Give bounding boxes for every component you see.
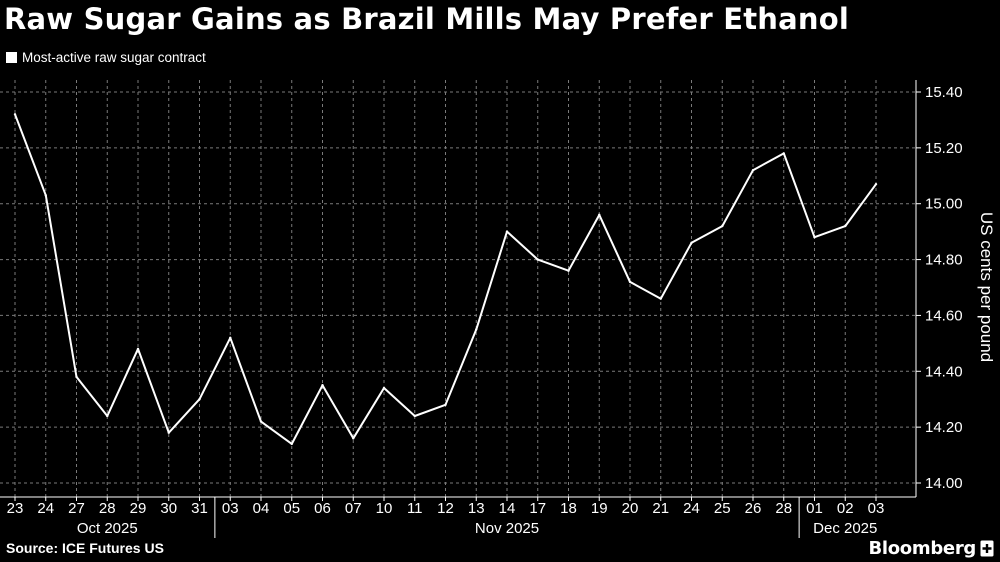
x-tick-label: 12 — [437, 500, 454, 517]
data-point — [475, 328, 478, 331]
data-point — [382, 386, 386, 390]
data-point — [874, 182, 878, 186]
x-tick-label: 27 — [68, 500, 85, 517]
data-point — [321, 384, 324, 387]
data-point — [259, 420, 263, 423]
month-label: Nov 2025 — [475, 520, 539, 537]
x-tick-label: 06 — [314, 500, 331, 517]
x-tick-label: 30 — [160, 500, 177, 517]
data-point — [290, 442, 293, 446]
x-tick-label: 10 — [376, 500, 393, 517]
data-point — [536, 258, 539, 261]
x-tick-label: 02 — [837, 500, 854, 517]
x-tick-label: 26 — [745, 500, 762, 517]
plus-box-icon — [980, 540, 994, 557]
data-point — [598, 213, 601, 217]
data-point — [782, 152, 785, 155]
data-point — [751, 169, 755, 172]
y-tick-label: 14.40 — [925, 363, 963, 380]
data-point — [721, 224, 724, 228]
data-point — [198, 398, 201, 401]
x-tick-label: 21 — [652, 500, 669, 517]
brand: Bloomberg — [868, 538, 994, 559]
x-tick-label: 25 — [714, 500, 731, 517]
data-point — [690, 241, 693, 245]
data-point — [167, 431, 170, 434]
x-tick-label: 28 — [775, 500, 792, 517]
x-tick-label: 28 — [99, 500, 116, 517]
data-point — [44, 194, 47, 197]
y-tick-label: 14.80 — [925, 252, 963, 269]
data-point — [136, 347, 140, 351]
data-point — [505, 230, 509, 233]
data-point — [659, 297, 662, 300]
x-tick-label: 14 — [499, 500, 516, 517]
y-tick-label: 15.40 — [925, 84, 963, 101]
x-tick-label: 13 — [468, 500, 485, 517]
y-tick-label: 15.20 — [925, 140, 963, 157]
x-tick-label: 19 — [591, 500, 608, 517]
x-tick-label: 01 — [806, 500, 823, 517]
y-axis-title: US cents per pound — [977, 212, 996, 362]
data-point — [567, 269, 570, 272]
data-point — [75, 375, 78, 379]
x-tick-label: 03 — [222, 500, 239, 517]
x-tick-label: 24 — [683, 500, 700, 517]
legend-label: Most-active raw sugar contract — [22, 50, 206, 65]
x-tick-label: 29 — [130, 500, 147, 517]
data-point — [628, 280, 632, 284]
x-tick-label: 11 — [407, 500, 423, 517]
month-label: Dec 2025 — [813, 520, 877, 537]
y-tick-label: 15.00 — [925, 196, 963, 213]
x-tick-label: 17 — [529, 500, 546, 517]
x-tick-label: 23 — [7, 500, 24, 517]
source-note: Source: ICE Futures US — [6, 540, 164, 556]
y-tick-label: 14.60 — [925, 307, 963, 324]
x-tick-label: 07 — [345, 500, 362, 517]
data-point — [352, 437, 355, 440]
y-tick-label: 14.00 — [925, 475, 963, 492]
x-tick-label: 20 — [622, 500, 639, 517]
x-tick-label: 31 — [191, 500, 208, 517]
data-point — [844, 224, 847, 228]
x-tick-label: 24 — [37, 500, 54, 517]
data-point — [229, 336, 232, 339]
legend: Most-active raw sugar contract — [6, 50, 206, 65]
data-point — [813, 236, 816, 239]
data-point — [106, 414, 109, 418]
chart-title: Raw Sugar Gains as Brazil Mills May Pref… — [4, 2, 849, 36]
brand-name: Bloomberg — [868, 538, 976, 559]
data-point — [13, 113, 17, 116]
x-tick-label: 18 — [560, 500, 577, 517]
y-tick-label: 14.20 — [925, 419, 963, 436]
data-point — [413, 414, 416, 418]
legend-swatch — [6, 52, 17, 63]
x-tick-label: 05 — [283, 500, 300, 517]
x-tick-label: 03 — [868, 500, 885, 517]
month-label: Oct 2025 — [77, 520, 138, 537]
data-point — [444, 403, 447, 406]
x-tick-label: 04 — [253, 500, 270, 517]
